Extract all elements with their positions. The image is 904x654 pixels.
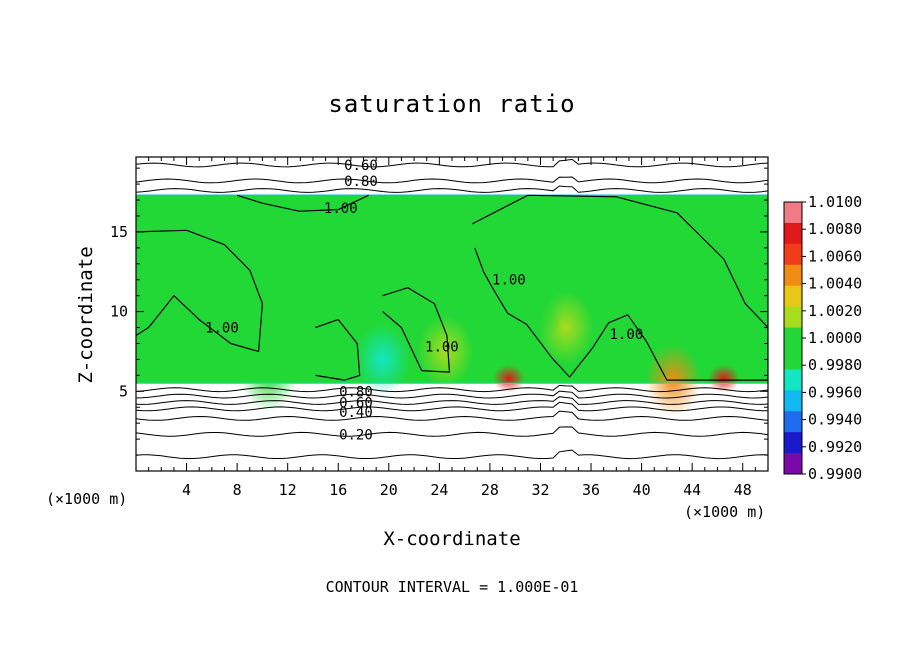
contour-line [136, 396, 768, 405]
y-axis-label: Z-coordinate [75, 246, 97, 384]
cold-spot [240, 339, 297, 412]
colorbar-swatch [784, 369, 802, 391]
colorbar-label: 1.0060 [808, 247, 862, 265]
contour-label: 0.60 [339, 395, 373, 411]
contour-1.00 [382, 287, 451, 373]
contour-1.00 [471, 194, 768, 381]
x-tick-label: 16 [329, 481, 347, 499]
contour-label: 1.00 [205, 321, 239, 337]
hot-spot [417, 315, 474, 388]
x-unit-label-left: (×1000 m) [46, 490, 128, 508]
contour-1.00 [315, 319, 361, 381]
y-tick-label: 10 [110, 303, 128, 321]
contour-label: 0.40 [339, 405, 373, 421]
contour-label: 0.20 [339, 427, 373, 443]
x-tick-label: 40 [633, 481, 651, 499]
x-tick-label: 28 [481, 481, 499, 499]
hot-spot [492, 364, 525, 393]
x-axis-label: X-coordinate [383, 528, 521, 550]
colorbar-swatch [784, 306, 802, 329]
contour-line [136, 426, 768, 437]
field-layer: 0.600.801.001.001.001.001.000.800.600.40… [136, 158, 768, 460]
colorbar-swatch [784, 432, 802, 454]
colorbar-label: 0.9940 [808, 411, 862, 429]
colorbar-swatch [784, 453, 802, 475]
colorbar-swatch [784, 411, 802, 433]
colorbar-label: 0.9920 [808, 438, 862, 456]
contour-line [136, 185, 768, 193]
contour-line [136, 176, 768, 184]
x-unit-label-right: (×1000 m) [684, 503, 766, 521]
colorbar-swatch [784, 327, 802, 349]
contour-label: 1.00 [492, 273, 526, 289]
x-tick-label: 8 [233, 481, 242, 499]
colorbar-label: 1.0020 [808, 302, 862, 320]
contour-label: 1.00 [425, 340, 459, 356]
colorbar-swatch [784, 202, 802, 224]
contour-label: 0.80 [344, 174, 378, 190]
x-tick-label: 36 [582, 481, 600, 499]
contour-interval-note: CONTOUR INTERVAL = 1.000E-01 [325, 578, 579, 596]
hot-spot [707, 364, 740, 393]
cold-spot [354, 323, 411, 396]
colorbar-label: 1.0040 [808, 275, 862, 293]
y-tick-label: 15 [110, 223, 128, 241]
colorbar-label: 1.0000 [808, 329, 862, 347]
y-tick-label: 5 [119, 382, 128, 400]
colorbar-swatch [784, 222, 802, 245]
contour-line [136, 401, 768, 412]
x-tick-label: 48 [734, 481, 752, 499]
x-tick-label: 24 [430, 481, 448, 499]
colorbar-swatch [784, 243, 802, 266]
contour-label: 1.00 [610, 327, 644, 343]
colorbar-label: 0.9960 [808, 383, 862, 401]
contour-label: 0.80 [339, 384, 373, 400]
x-tick-label: 4 [182, 481, 191, 499]
x-tick-label: 32 [531, 481, 549, 499]
colorbar-swatch [784, 390, 802, 412]
contour-label: 1.00 [324, 201, 358, 217]
colorbar-swatch [784, 348, 802, 370]
contour-label: 0.60 [344, 158, 378, 174]
contour-line [136, 449, 768, 460]
colorbar-label: 0.9980 [808, 356, 862, 374]
chart-title: saturation ratio [328, 90, 576, 118]
contour-1.00 [136, 229, 263, 353]
cold-spot [506, 275, 563, 348]
colorbar-label: 1.0100 [808, 193, 862, 211]
x-tick-label: 44 [683, 481, 701, 499]
colorbar-swatch [784, 285, 802, 308]
contour-1.00 [236, 194, 369, 212]
contour-line [136, 390, 768, 399]
contour-line [136, 410, 768, 421]
contour-line [136, 384, 768, 393]
colorbar-label: 0.9900 [808, 465, 862, 483]
contour-line [136, 158, 768, 168]
colorbar-swatch [784, 264, 802, 287]
colorbar-label: 1.0080 [808, 220, 862, 238]
x-tick-label: 12 [279, 481, 297, 499]
x-tick-label: 20 [380, 481, 398, 499]
